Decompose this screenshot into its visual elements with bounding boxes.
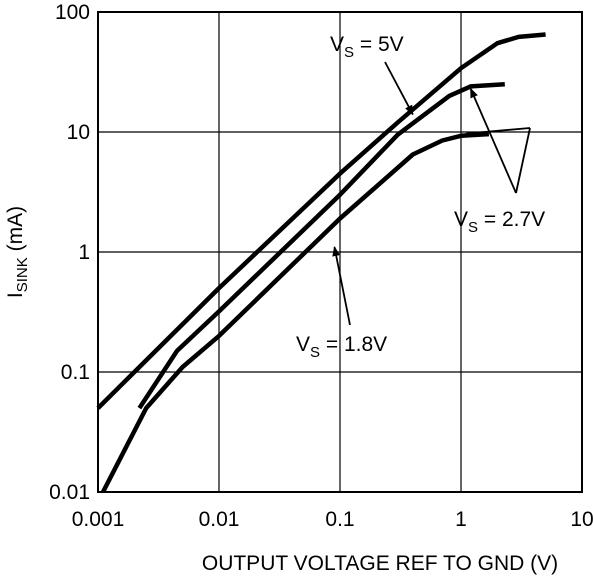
x-tick-label: 1 (455, 508, 467, 531)
series-lines (96, 32, 546, 494)
y-tick-label: 0.01 (49, 481, 90, 504)
y-axis-label-rest: (mA) (4, 206, 27, 257)
annotation-arrow (384, 61, 414, 116)
annotation-leader (515, 127, 531, 194)
x-axis-label: OUTPUT VOLTAGE REF TO GND (V) (202, 552, 558, 575)
annotation-leader (465, 127, 531, 135)
y-axis-label-sub: SINK (14, 257, 31, 292)
series-line-2 (137, 81, 505, 410)
ann-sub: S (344, 44, 354, 61)
y-axis-label: ISINK (mA) (4, 206, 31, 298)
series-line-1 (96, 32, 546, 410)
ann-rest: = 2.7V (478, 208, 545, 231)
ann-main: V (330, 33, 344, 56)
y-tick-label: 1 (78, 241, 90, 264)
y-tick-label: 0.1 (61, 361, 90, 384)
series-annotation-label: VS = 1.8V (296, 333, 387, 361)
y-tick-label: 100 (55, 1, 90, 24)
x-tick-label: 0.001 (72, 508, 125, 531)
ann-sub: S (468, 219, 478, 236)
gridlines (98, 12, 582, 492)
series-annotation-label: VS = 2.7V (454, 208, 545, 236)
ann-sub: S (310, 344, 320, 361)
ann-main: V (296, 333, 310, 356)
annotation-arrow (469, 87, 517, 194)
tick-labels: 0.001 0.01 0.1 1 10 0.01 0.1 1 10 100 (49, 1, 593, 531)
ann-rest: = 1.8V (320, 333, 387, 356)
ann-main: V (454, 208, 468, 231)
ann-rest: = 5V (354, 33, 404, 56)
x-tick-label: 10 (570, 508, 593, 531)
annotation-arrow (332, 246, 351, 326)
y-tick-label: 10 (67, 121, 90, 144)
x-tick-label: 0.01 (199, 508, 240, 531)
series-annotation-label: VS = 5V (330, 33, 404, 61)
y-axis-label-main: I (4, 292, 27, 298)
x-tick-label: 0.1 (325, 508, 354, 531)
plot-frame (97, 11, 583, 493)
series-line-3 (100, 131, 490, 494)
